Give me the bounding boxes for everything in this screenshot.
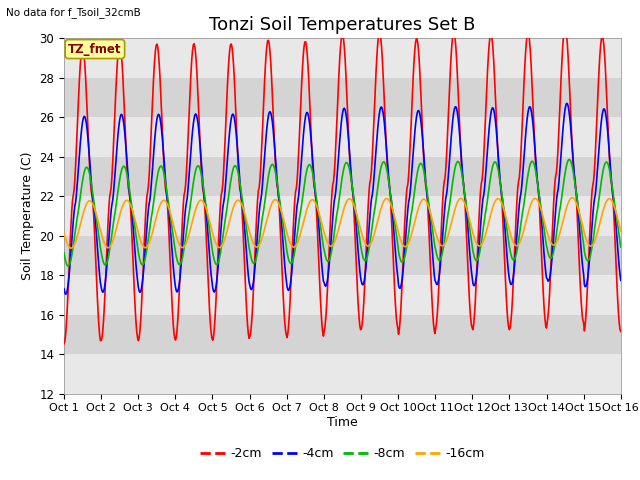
X-axis label: Time: Time [327,416,358,429]
Bar [64,236,621,275]
Bar [64,196,621,236]
Bar [64,275,621,315]
Text: TZ_fmet: TZ_fmet [68,43,122,56]
Bar [64,38,621,78]
Bar [64,157,621,196]
Text: No data for f_Tsoil_32cmB: No data for f_Tsoil_32cmB [6,7,141,18]
Bar [64,117,621,157]
Bar [64,315,621,354]
Bar [64,78,621,117]
Title: Tonzi Soil Temperatures Set B: Tonzi Soil Temperatures Set B [209,16,476,34]
Legend: -2cm, -4cm, -8cm, -16cm: -2cm, -4cm, -8cm, -16cm [195,443,490,466]
Y-axis label: Soil Temperature (C): Soil Temperature (C) [20,152,34,280]
Bar [64,354,621,394]
